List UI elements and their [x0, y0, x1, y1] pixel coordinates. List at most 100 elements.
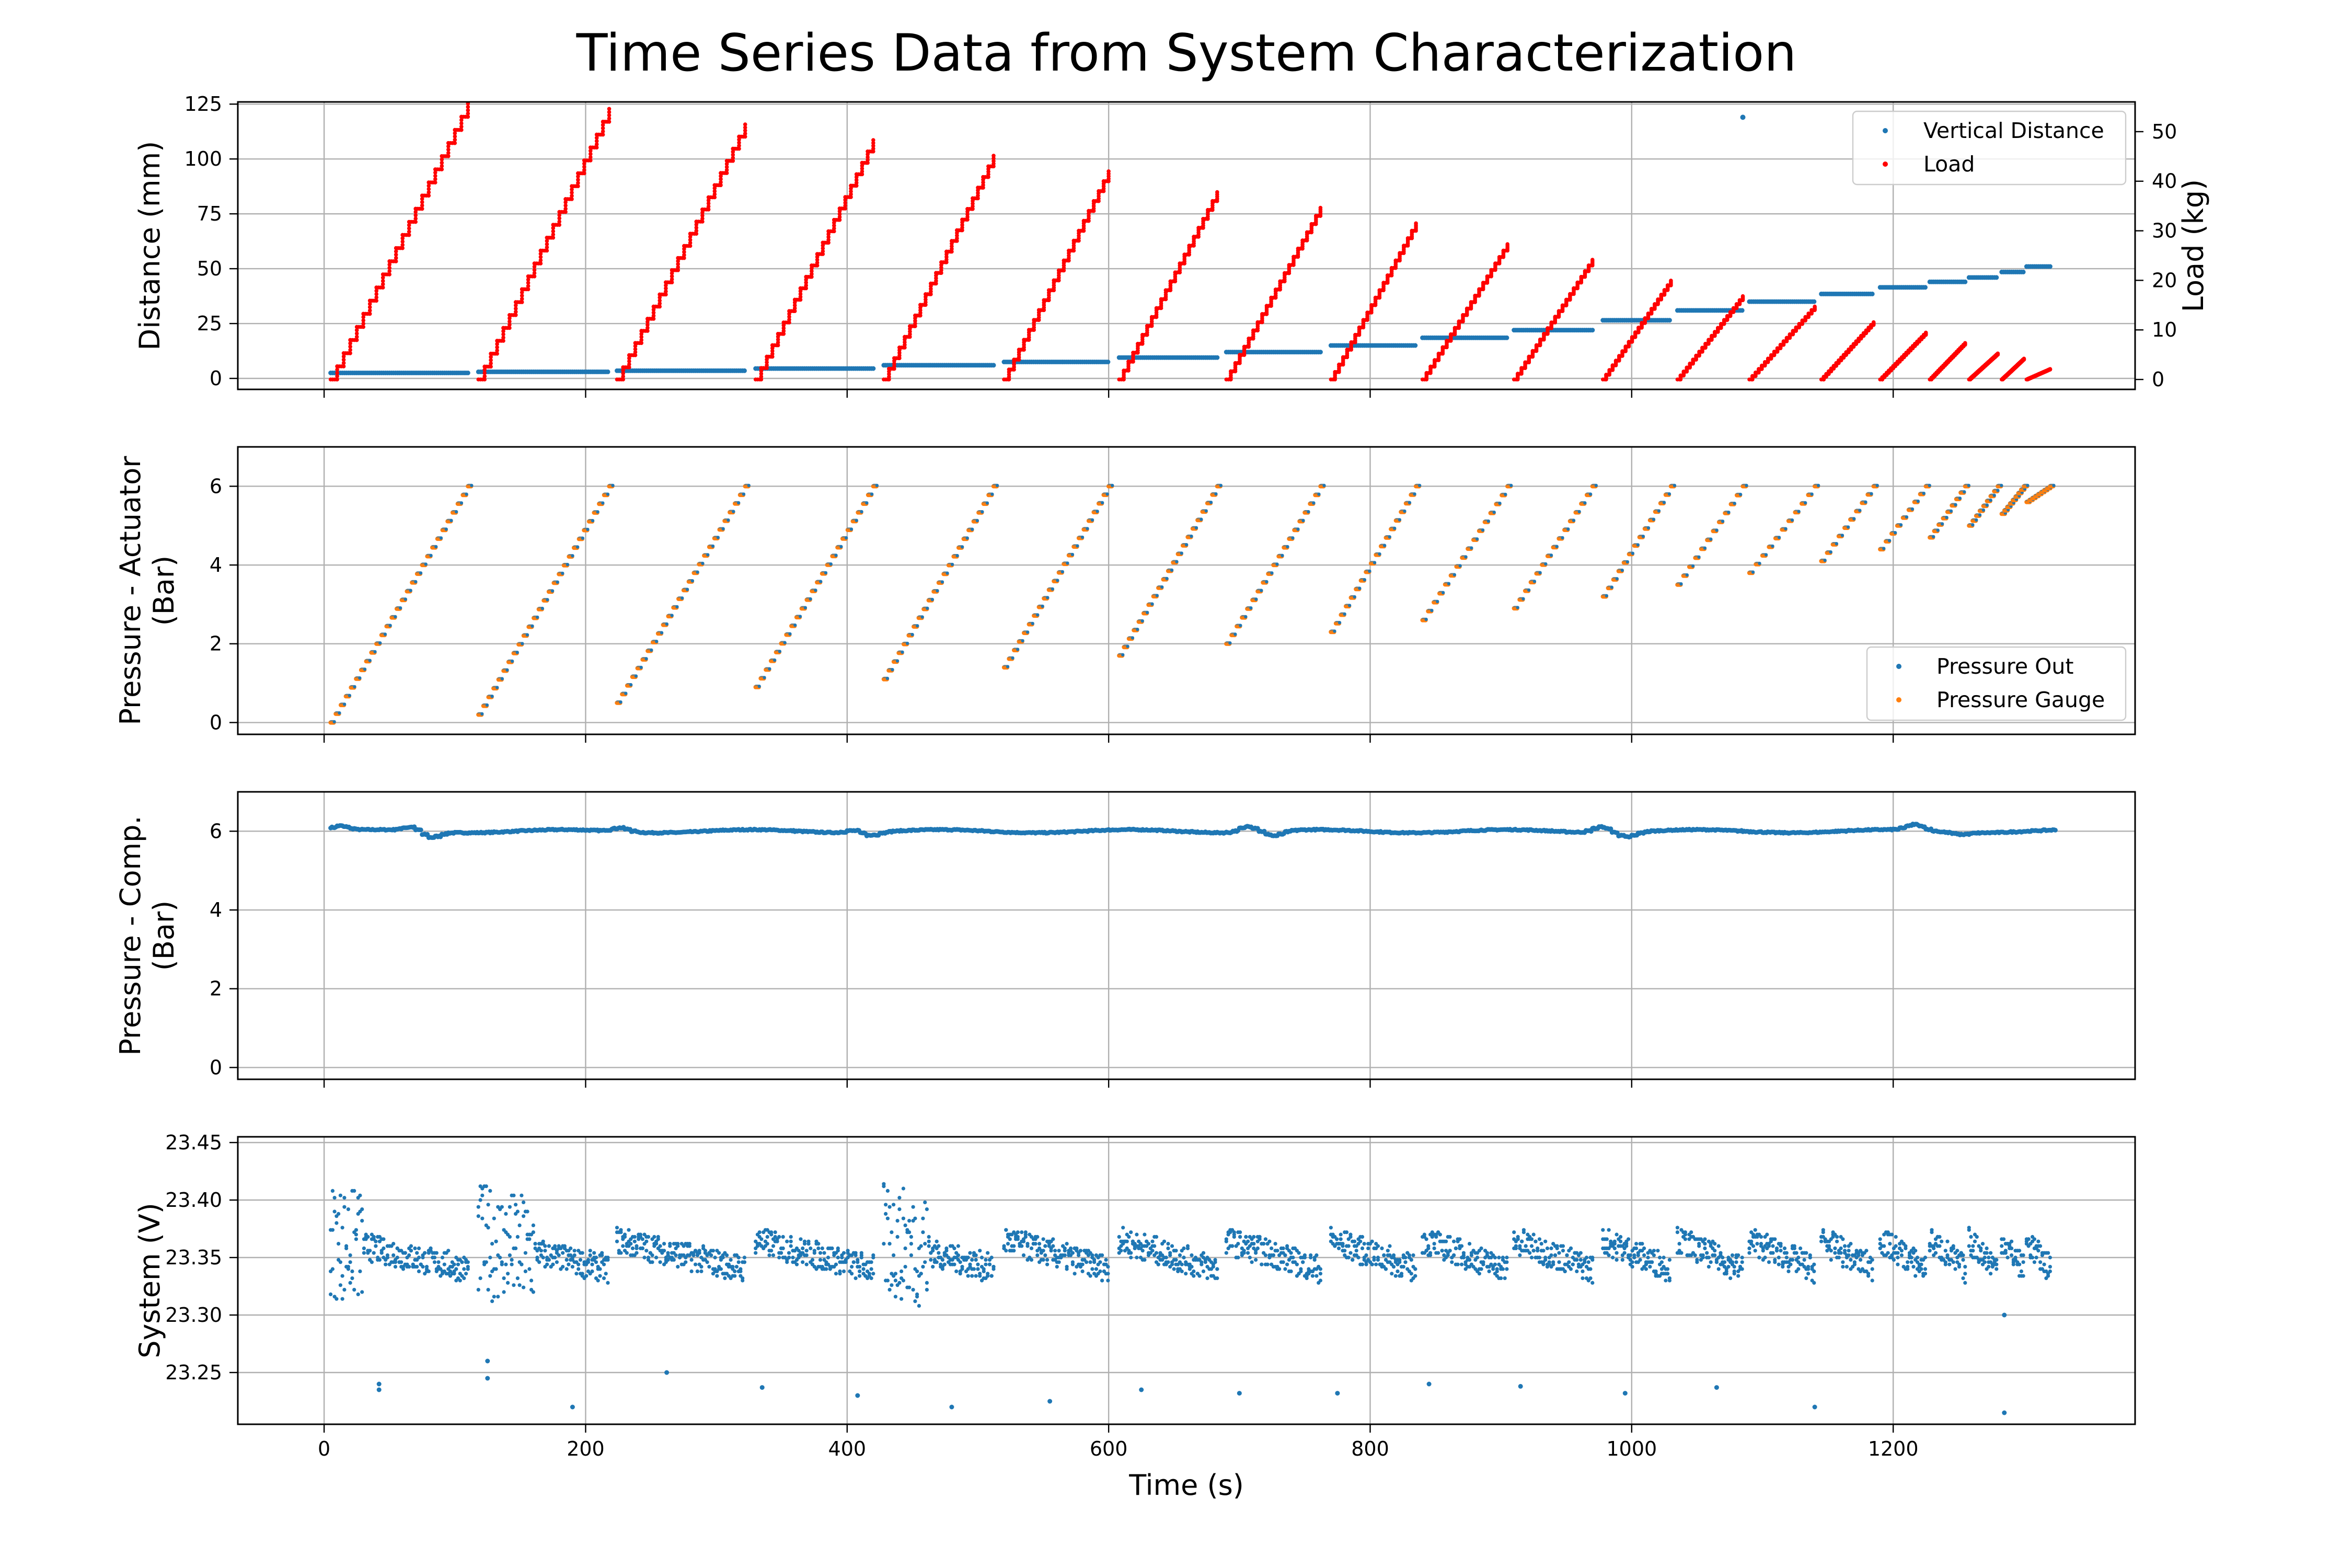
- data-point: [454, 510, 458, 514]
- data-point: [607, 120, 612, 124]
- data-point: [1812, 299, 1817, 304]
- data-point: [2021, 269, 2026, 274]
- data-point: [849, 195, 853, 199]
- data-point: [651, 317, 656, 321]
- data-point: [843, 201, 847, 205]
- right-tick-label: 0: [2152, 368, 2164, 391]
- data-point: [814, 589, 817, 592]
- data-point: [860, 166, 864, 171]
- data-point: [621, 368, 625, 373]
- data-point: [520, 297, 524, 301]
- data-point: [505, 668, 509, 672]
- data-point: [910, 632, 914, 637]
- data-point: [633, 350, 638, 354]
- data-point: [803, 606, 808, 609]
- data-point: [871, 146, 875, 151]
- data-point: [413, 210, 418, 214]
- data-point: [582, 171, 586, 176]
- data-point: [747, 483, 751, 487]
- data-point: [778, 650, 782, 653]
- data-point: [341, 358, 346, 362]
- data-point: [1318, 350, 1323, 355]
- data-point: [596, 510, 599, 514]
- data-point: [400, 239, 405, 244]
- data-point: [420, 200, 424, 204]
- data-point: [521, 642, 524, 645]
- data-point: [335, 377, 339, 382]
- data-point: [960, 545, 964, 549]
- data-point: [665, 622, 669, 626]
- data-point: [394, 249, 398, 253]
- data-point: [440, 157, 444, 162]
- data-point: [995, 483, 999, 487]
- data-point: [1963, 279, 1968, 284]
- data-point: [482, 367, 487, 372]
- data-point: [545, 245, 549, 250]
- data-point: [514, 309, 518, 314]
- data-point: [991, 363, 996, 368]
- data-point: [500, 677, 504, 681]
- data-point: [1871, 320, 1876, 325]
- data-point: [335, 371, 339, 375]
- data-point: [737, 137, 741, 142]
- data-point: [466, 102, 470, 106]
- data-point: [658, 304, 662, 309]
- data-point: [489, 361, 493, 365]
- data-point: [809, 597, 812, 601]
- data-point: [682, 253, 686, 257]
- data-point: [398, 606, 402, 610]
- data-point: [413, 220, 418, 224]
- data-point: [563, 200, 568, 204]
- data-point: [627, 356, 631, 361]
- data-point: [770, 346, 775, 350]
- data-point: [426, 190, 431, 194]
- data-point: [341, 364, 346, 368]
- data-point: [575, 545, 580, 549]
- data-point: [2022, 356, 2026, 361]
- data-point: [582, 168, 586, 172]
- data-point: [426, 187, 431, 191]
- data-point: [514, 313, 518, 317]
- data-point: [429, 554, 433, 558]
- data-point: [670, 274, 674, 279]
- data-point: [374, 289, 378, 293]
- data-point: [361, 325, 365, 329]
- data-point: [792, 301, 797, 305]
- data-point: [701, 561, 705, 566]
- data-point: [341, 354, 346, 359]
- right-tick-label: 10: [2152, 318, 2177, 341]
- data-point: [566, 562, 570, 567]
- data-point: [551, 232, 556, 237]
- data-point: [433, 177, 437, 181]
- data-point: [367, 308, 372, 313]
- data-point: [664, 289, 668, 294]
- data-point: [526, 287, 531, 292]
- data-point: [712, 195, 717, 200]
- data-point: [660, 631, 664, 635]
- data-point: [832, 221, 836, 225]
- data-point: [712, 189, 717, 193]
- data-point: [1215, 190, 1219, 194]
- data-point: [515, 651, 519, 654]
- data-point: [658, 302, 662, 306]
- data-point: [563, 210, 568, 214]
- data-point: [367, 302, 372, 306]
- data-point: [759, 372, 764, 376]
- data-point: [361, 321, 365, 326]
- data-point: [374, 292, 378, 296]
- data-point: [1504, 335, 1509, 340]
- data-point: [763, 676, 766, 679]
- y-tick-label: 75: [197, 202, 222, 225]
- data-point: [870, 492, 874, 496]
- data-point: [866, 158, 870, 163]
- data-point: [581, 536, 585, 540]
- data-point: [871, 138, 875, 142]
- data-point: [854, 178, 859, 182]
- data-point: [694, 223, 699, 227]
- data-point: [743, 125, 747, 130]
- data-point: [374, 295, 378, 299]
- data-point: [453, 137, 457, 142]
- data-point: [571, 554, 574, 558]
